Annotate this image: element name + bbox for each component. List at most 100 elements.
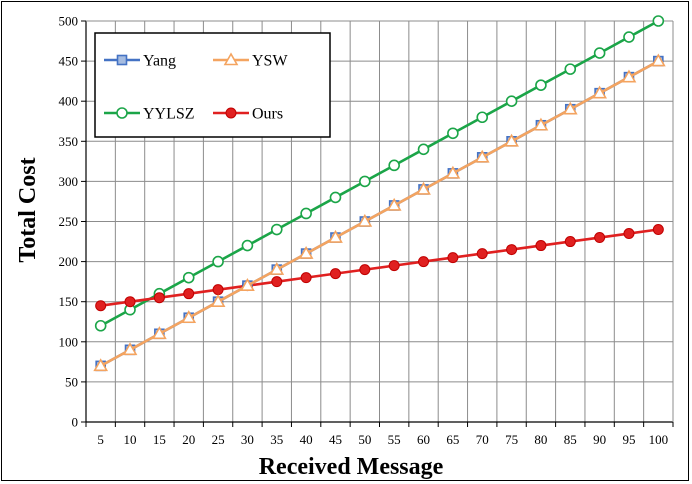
y-tick-label: 0 — [72, 415, 79, 430]
point-yylsz — [94, 319, 107, 332]
point-ysw — [240, 278, 255, 291]
point-ours — [535, 240, 547, 252]
point-ysw — [210, 294, 226, 308]
point-ours — [212, 284, 224, 296]
point-yylsz — [388, 159, 400, 172]
x-tick-label: 85 — [564, 432, 577, 447]
point-ysw — [621, 69, 637, 83]
point-ours — [623, 228, 635, 240]
x-tick-label: 100 — [649, 432, 669, 447]
point-ours — [183, 288, 195, 300]
legend-item-yang: Yang — [104, 53, 176, 70]
point-yylsz — [564, 63, 577, 75]
point-ysw — [269, 262, 285, 275]
legend-label-ours: Ours — [252, 106, 283, 123]
point-ysw — [357, 213, 373, 227]
point-ysw — [474, 149, 490, 163]
x-tick-label: 95 — [622, 432, 635, 447]
point-ours — [153, 292, 165, 304]
x-tick-label: 25 — [212, 432, 225, 447]
x-tick-label: 65 — [446, 432, 459, 447]
point-ours — [594, 232, 606, 244]
series-yylsz — [94, 15, 665, 332]
point-ours — [329, 268, 341, 280]
point-yylsz — [241, 239, 254, 252]
y-tick-label: 200 — [59, 254, 79, 269]
point-ysw — [181, 310, 197, 324]
point-ysw — [562, 101, 578, 115]
point-ours — [564, 236, 576, 248]
point-yylsz — [593, 47, 606, 59]
x-tick-label: 90 — [593, 432, 606, 447]
point-ours — [447, 252, 459, 264]
legend-item-yylsz: YYLSZ — [104, 106, 195, 123]
y-tick-label: 250 — [59, 214, 79, 229]
x-tick-label: 45 — [329, 432, 342, 447]
y-tick-label: 500 — [59, 14, 79, 29]
series-layer — [93, 15, 666, 372]
x-axis-title: Received Message — [259, 454, 444, 480]
point-yylsz — [359, 175, 371, 188]
x-tick-label: 55 — [388, 432, 401, 447]
point-yylsz — [300, 207, 312, 220]
point-ysw — [650, 53, 666, 67]
legend-item-ours: Ours — [213, 106, 283, 123]
x-tick-label: 40 — [300, 432, 313, 447]
y-tick-label: 50 — [65, 374, 78, 389]
x-tick-label: 15 — [153, 432, 166, 447]
point-yylsz — [535, 79, 547, 91]
point-yylsz — [329, 191, 342, 204]
point-ours — [418, 256, 430, 268]
x-tick-label: 5 — [97, 432, 104, 447]
point-yylsz — [623, 31, 635, 43]
point-ours — [271, 276, 283, 288]
x-tick-label: 60 — [417, 432, 430, 447]
legend-box — [94, 32, 331, 138]
point-ours — [124, 296, 136, 308]
legend-marker-ysw — [223, 52, 239, 66]
point-ours — [300, 272, 312, 284]
legend-label-yylsz: YYLSZ — [143, 106, 195, 123]
legend-marker-yang — [116, 54, 128, 66]
legend-label-yang: Yang — [143, 53, 176, 70]
y-tick-label: 100 — [59, 334, 79, 349]
point-ysw — [445, 165, 461, 179]
point-ysw — [151, 326, 167, 340]
y-tick-label: 350 — [59, 134, 79, 149]
point-ysw — [122, 342, 138, 356]
y-tick-label: 150 — [59, 294, 79, 309]
legend-marker-ours — [225, 107, 237, 119]
point-ysw — [328, 229, 343, 243]
y-tick-label: 400 — [59, 94, 79, 109]
series-ours — [95, 224, 664, 312]
point-ysw — [533, 117, 549, 131]
point-ysw — [386, 197, 402, 211]
axes: 0 50 100 150 200 250 300 350 400 450 500 5 10 15 20 25 3… — [59, 14, 674, 447]
point-ysw — [93, 358, 109, 372]
x-tick-label: 35 — [270, 432, 283, 447]
legend: Yang YSW YYLSZ Ours — [94, 32, 331, 138]
point-yylsz — [270, 223, 283, 236]
point-ysw — [416, 181, 431, 195]
point-ours — [388, 260, 400, 272]
point-yylsz — [652, 15, 665, 27]
point-ours — [652, 224, 664, 236]
point-yylsz — [182, 271, 195, 284]
x-tick-label: 50 — [358, 432, 371, 447]
point-yylsz — [417, 143, 430, 156]
x-tick-label: 30 — [241, 432, 254, 447]
point-ysw — [504, 133, 519, 147]
x-tick-label: 80 — [534, 432, 547, 447]
point-ours — [476, 248, 488, 260]
legend-item-ysw: YSW — [213, 52, 288, 70]
y-axis-title: Total Cost — [15, 157, 41, 262]
x-tick-label: 20 — [182, 432, 195, 447]
point-yylsz — [212, 255, 224, 268]
x-tick-label: 10 — [124, 432, 137, 447]
point-ours — [95, 300, 107, 312]
y-tick-label: 450 — [59, 54, 79, 69]
point-ysw — [298, 245, 314, 259]
point-yylsz — [447, 127, 459, 140]
x-tick-label: 70 — [476, 432, 489, 447]
